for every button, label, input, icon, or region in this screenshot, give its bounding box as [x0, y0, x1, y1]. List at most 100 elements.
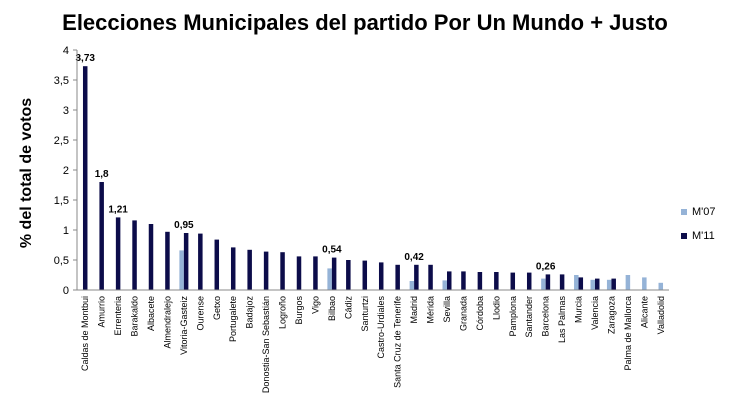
legend-label: M'07	[692, 206, 716, 218]
data-label: 0,42	[404, 252, 424, 263]
x-tick-label: Getxo	[212, 296, 222, 320]
x-tick-label: Vigo	[310, 296, 320, 314]
x-axis-labels: Caldas de Montbui Amurrio Errenteria Baraka…	[80, 296, 666, 394]
bar-m11	[378, 262, 384, 290]
x-tick-label: Valladolid	[656, 296, 666, 334]
x-tick-label: Córdoba	[475, 296, 485, 331]
bar-m11	[230, 247, 236, 290]
y-axis-label: % del total de votos	[18, 98, 35, 248]
legend-swatch	[681, 233, 687, 239]
bar-m11	[165, 231, 170, 290]
bar-m11	[545, 274, 551, 290]
bar-m07	[574, 275, 579, 290]
y-tick-label: 1,5	[54, 195, 69, 207]
x-tick-label: Santa Cruz de Tenerife	[393, 296, 403, 388]
legend-label: M'11	[692, 230, 715, 242]
y-tick-label: 1	[63, 225, 69, 237]
x-tick-label: Zaragoza	[606, 296, 616, 334]
bar-m11	[494, 272, 499, 290]
x-tick-label: Caldas de Montbui	[80, 296, 90, 371]
data-label: 1,21	[108, 204, 128, 215]
data-labels-group: 3,73 1,8 1,21 0,95 0,54 0,42 0,26	[75, 53, 555, 272]
x-tick-label: Granada	[458, 296, 468, 331]
chart-title: Elecciones Municipales del partido Por U…	[62, 10, 668, 35]
x-tick-label: Llodio	[491, 296, 501, 320]
bar-m11	[247, 249, 252, 290]
bars-group	[82, 66, 664, 290]
x-tick-label: Ourense	[195, 296, 205, 331]
bar-m07	[606, 279, 612, 290]
y-tick-label: 2	[63, 165, 69, 177]
bar-m11	[115, 217, 121, 290]
x-tick-label: Santander	[524, 296, 534, 338]
x-tick-label: Madrid	[409, 296, 419, 324]
bar-m07	[590, 279, 595, 290]
x-tick-label: Donostia-San Sebastián	[261, 296, 271, 393]
bar-m11	[214, 239, 220, 290]
x-tick-label: Alicante	[639, 296, 649, 328]
x-tick-label: Bilbao	[327, 296, 337, 321]
x-tick-label: Las Palmas	[557, 296, 567, 344]
bar-m07	[409, 281, 415, 290]
data-label: 0,54	[322, 245, 342, 256]
x-tick-label: Errenteria	[113, 296, 123, 336]
x-tick-label: Albacete	[146, 296, 156, 331]
x-tick-label: Portugalete	[228, 296, 238, 342]
bar-m11	[395, 264, 400, 290]
y-tick-label: 3,5	[54, 75, 69, 87]
x-tick-label: Amurrio	[97, 296, 107, 328]
x-tick-label: Castro-Urdiales	[376, 296, 386, 359]
x-tick-label: Logroño	[278, 296, 288, 329]
data-label: 0,95	[174, 220, 194, 231]
x-tick-label: Sevilla	[442, 296, 452, 323]
bar-m07	[327, 268, 332, 290]
y-tick-label: 3	[63, 105, 69, 117]
bar-m11	[263, 251, 269, 290]
x-tick-label: Vitoria-Gasteiz	[179, 296, 189, 355]
bar-m11	[331, 257, 337, 290]
bar-m07	[179, 250, 184, 290]
legend: M'07 M'11	[681, 206, 716, 242]
bar-m11	[414, 264, 419, 290]
x-tick-label: Barcelona	[541, 296, 551, 337]
y-tick-label: 0	[63, 285, 69, 297]
bar-m11	[99, 182, 104, 290]
bar-m11	[559, 274, 565, 290]
bar-m07	[625, 275, 631, 290]
bar-m11	[362, 260, 368, 290]
bar-m07	[541, 278, 546, 290]
y-axis-ticks: 0 0,5 1 1,5 2 2,5 3 3,5 4	[54, 45, 77, 297]
x-tick-label: Valencia	[590, 296, 600, 330]
bar-m11	[296, 256, 302, 290]
bar-m11	[132, 220, 137, 290]
y-tick-label: 4	[63, 45, 69, 57]
bar-m11	[578, 277, 584, 290]
data-label: 1,8	[95, 169, 109, 180]
bar-m11	[346, 260, 351, 290]
bar-m11	[526, 272, 532, 290]
bar-m11	[428, 264, 433, 290]
bar-m11	[82, 66, 88, 290]
x-tick-label: Barakaldo	[130, 296, 140, 337]
bar-m11	[461, 271, 466, 290]
x-tick-label: Cádiz	[343, 296, 353, 320]
x-tick-label: Almendralejo	[162, 296, 172, 349]
y-tick-label: 2,5	[54, 135, 69, 147]
bar-m11	[148, 224, 154, 290]
y-tick-label: 0,5	[54, 255, 69, 267]
x-tick-label: Mérida	[426, 296, 436, 324]
bar-m11	[477, 272, 483, 290]
bar-m11	[510, 272, 516, 290]
bar-m11	[611, 278, 616, 290]
bar-m11	[280, 252, 285, 290]
bar-m11	[183, 233, 189, 290]
bar-m07	[658, 282, 664, 290]
x-tick-label: Palma de Mallorca	[623, 296, 633, 371]
bar-m11	[447, 271, 452, 290]
data-label: 0,26	[536, 261, 556, 272]
x-tick-label: Badajoz	[245, 296, 255, 329]
x-tick-label: Pamplona	[508, 296, 518, 337]
x-tick-label: Murcia	[574, 296, 584, 323]
